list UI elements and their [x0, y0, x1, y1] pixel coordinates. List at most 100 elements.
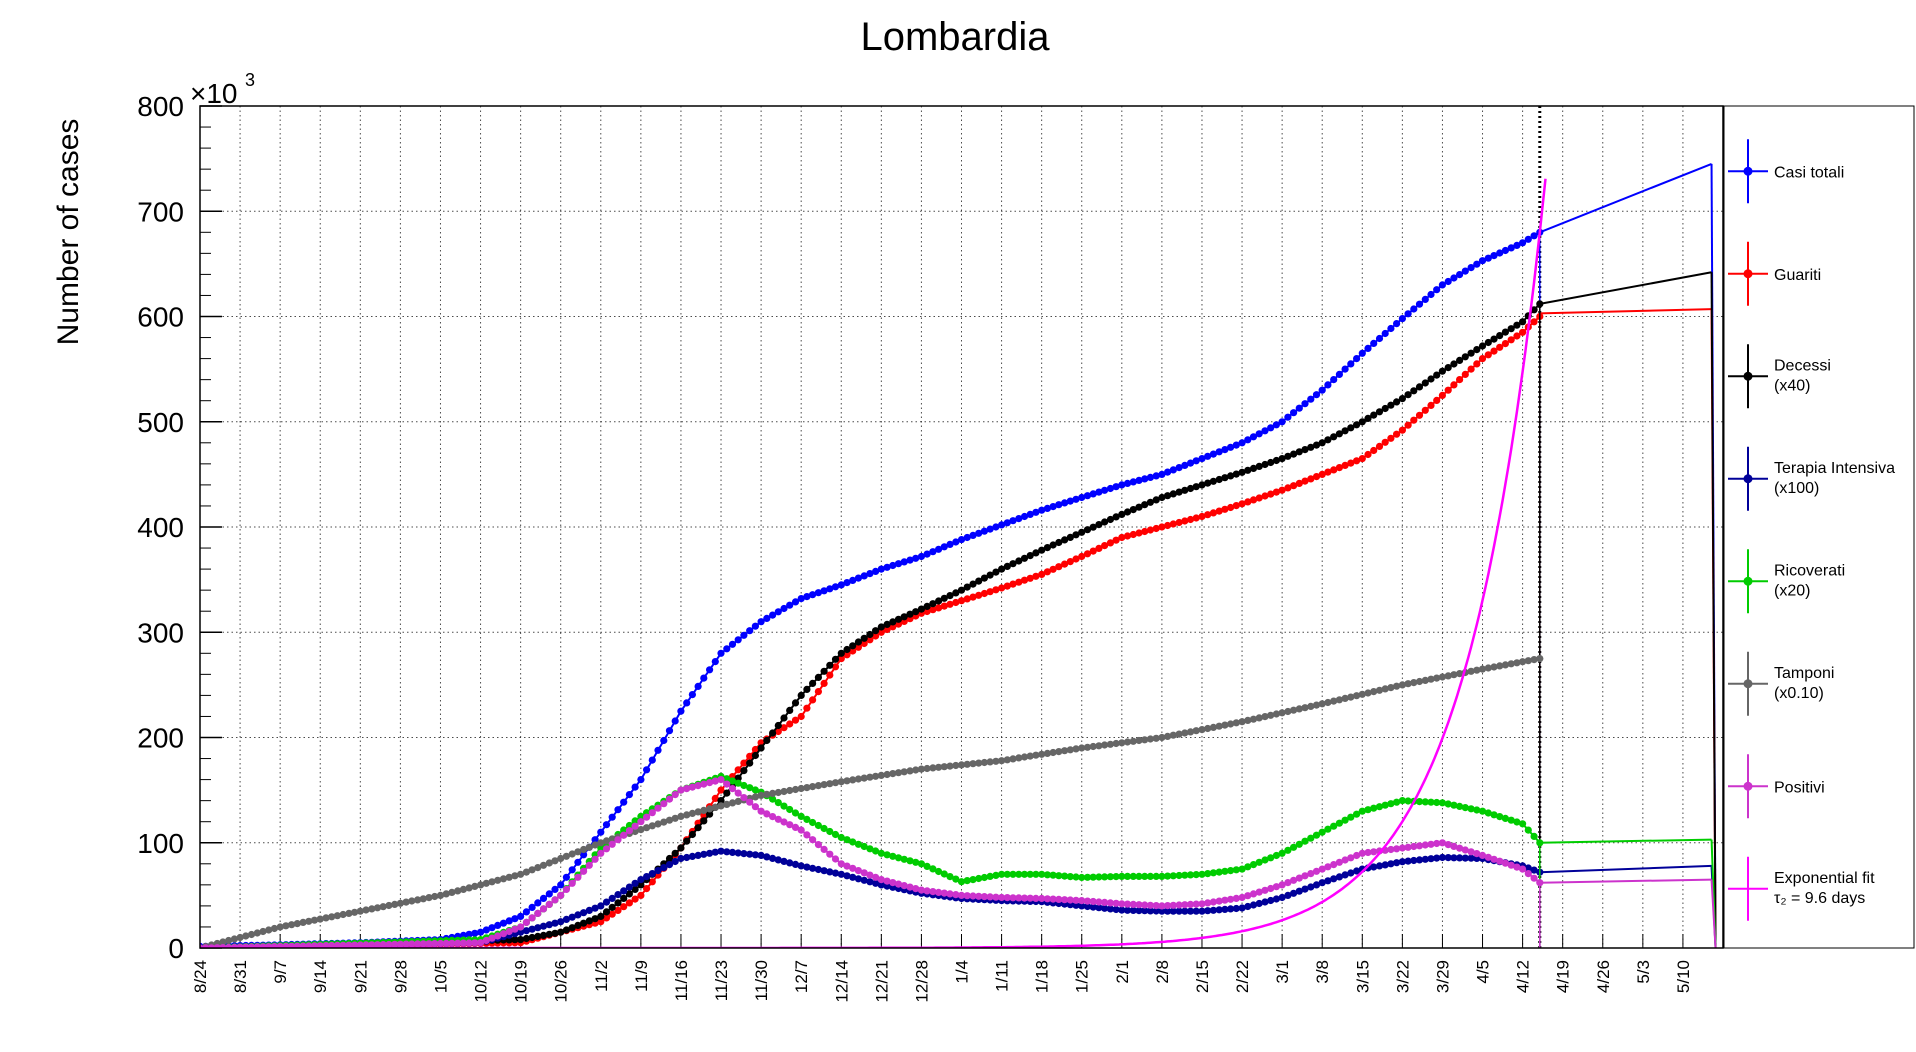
data-point: [225, 936, 233, 945]
data-point: [683, 837, 691, 845]
data-point: [1158, 907, 1166, 915]
data-point: [1049, 871, 1057, 879]
data-point: [986, 571, 994, 579]
data-point: [1444, 386, 1452, 394]
data-point: [683, 811, 691, 819]
data-point: [1335, 873, 1343, 881]
data-point: [1410, 856, 1418, 865]
data-point: [1026, 552, 1034, 560]
data-point: [1530, 306, 1538, 314]
data-point: [471, 882, 479, 891]
data-point: [706, 810, 714, 818]
data-point: [849, 576, 857, 585]
data-point: [889, 770, 897, 778]
data-point: [860, 572, 868, 580]
data-point: [849, 864, 857, 872]
data-point: [763, 810, 771, 818]
data-point: [1129, 737, 1137, 745]
data-point: [1370, 446, 1378, 455]
data-point: [1513, 659, 1521, 667]
data-point: [1038, 894, 1046, 903]
data-point: [1106, 873, 1114, 881]
data-point: [1404, 797, 1412, 805]
data-point: [1301, 872, 1309, 880]
data-point: [1358, 418, 1366, 426]
data-point: [1290, 450, 1298, 458]
data-point: [517, 936, 525, 944]
data-point: [631, 822, 639, 830]
data-point: [557, 881, 565, 889]
data-point: [511, 936, 519, 944]
data-point: [631, 879, 639, 887]
data-point: [1347, 360, 1355, 368]
data-point: [952, 891, 960, 899]
data-point: [1238, 468, 1246, 476]
data-point: [482, 926, 490, 934]
data-point: [986, 872, 994, 881]
data-point: [1129, 530, 1137, 539]
data-point: [780, 802, 788, 810]
data-point: [1106, 539, 1114, 547]
data-point: [1066, 896, 1074, 904]
extension-line: [1539, 838, 1712, 844]
data-point: [1009, 755, 1017, 763]
data-point: [1461, 804, 1469, 812]
data-point: [700, 806, 708, 815]
data-point: [419, 940, 427, 948]
data-point: [1141, 736, 1149, 744]
data-point: [1204, 870, 1212, 878]
data-point: [368, 941, 376, 948]
data-point: [557, 854, 565, 863]
data-point: [643, 873, 651, 881]
data-point: [711, 658, 719, 666]
data-point: [757, 851, 765, 860]
data-point: [1335, 370, 1343, 378]
data-point: [1450, 854, 1458, 862]
data-point: [631, 827, 639, 836]
data-point: [1227, 895, 1235, 903]
data-point: [1410, 842, 1418, 851]
data-point: [1175, 464, 1183, 472]
data-point: [1238, 439, 1246, 447]
data-point: [545, 900, 553, 909]
data-point: [1112, 536, 1120, 544]
data-point: [1398, 797, 1406, 805]
data-point: [517, 923, 525, 931]
data-point: [1438, 673, 1446, 681]
data-point: [723, 800, 731, 809]
data-point: [803, 831, 811, 839]
data-point: [499, 930, 508, 938]
data-point: [963, 760, 971, 768]
x-tick-label: 11/2: [592, 960, 611, 992]
data-point: [872, 847, 880, 855]
data-point: [866, 636, 874, 644]
data-point: [1221, 505, 1229, 513]
series-positivi: [200, 776, 1717, 948]
data-point: [774, 856, 782, 864]
data-point: [1112, 739, 1120, 748]
data-point: [1295, 448, 1303, 456]
data-point: [803, 685, 811, 694]
data-point: [1530, 232, 1538, 240]
data-point: [1501, 246, 1509, 255]
data-point: [660, 800, 668, 808]
data-point: [1244, 498, 1252, 506]
data-point: [1146, 473, 1154, 481]
data-point: [1146, 526, 1154, 534]
data-point: [1387, 324, 1395, 333]
data-point: [1181, 461, 1189, 469]
data-point: [1318, 828, 1326, 836]
data-point: [957, 597, 966, 605]
data-point: [1020, 554, 1029, 562]
data-point: [654, 867, 662, 875]
data-point: [373, 904, 382, 912]
data-point: [1152, 902, 1160, 910]
data-point: [1461, 353, 1469, 361]
data-point: [1404, 843, 1412, 851]
data-point: [935, 545, 943, 553]
data-point: [671, 857, 679, 866]
data-point: [1078, 493, 1086, 502]
data-point: [746, 784, 754, 792]
data-point: [608, 840, 616, 848]
data-point: [534, 899, 542, 907]
